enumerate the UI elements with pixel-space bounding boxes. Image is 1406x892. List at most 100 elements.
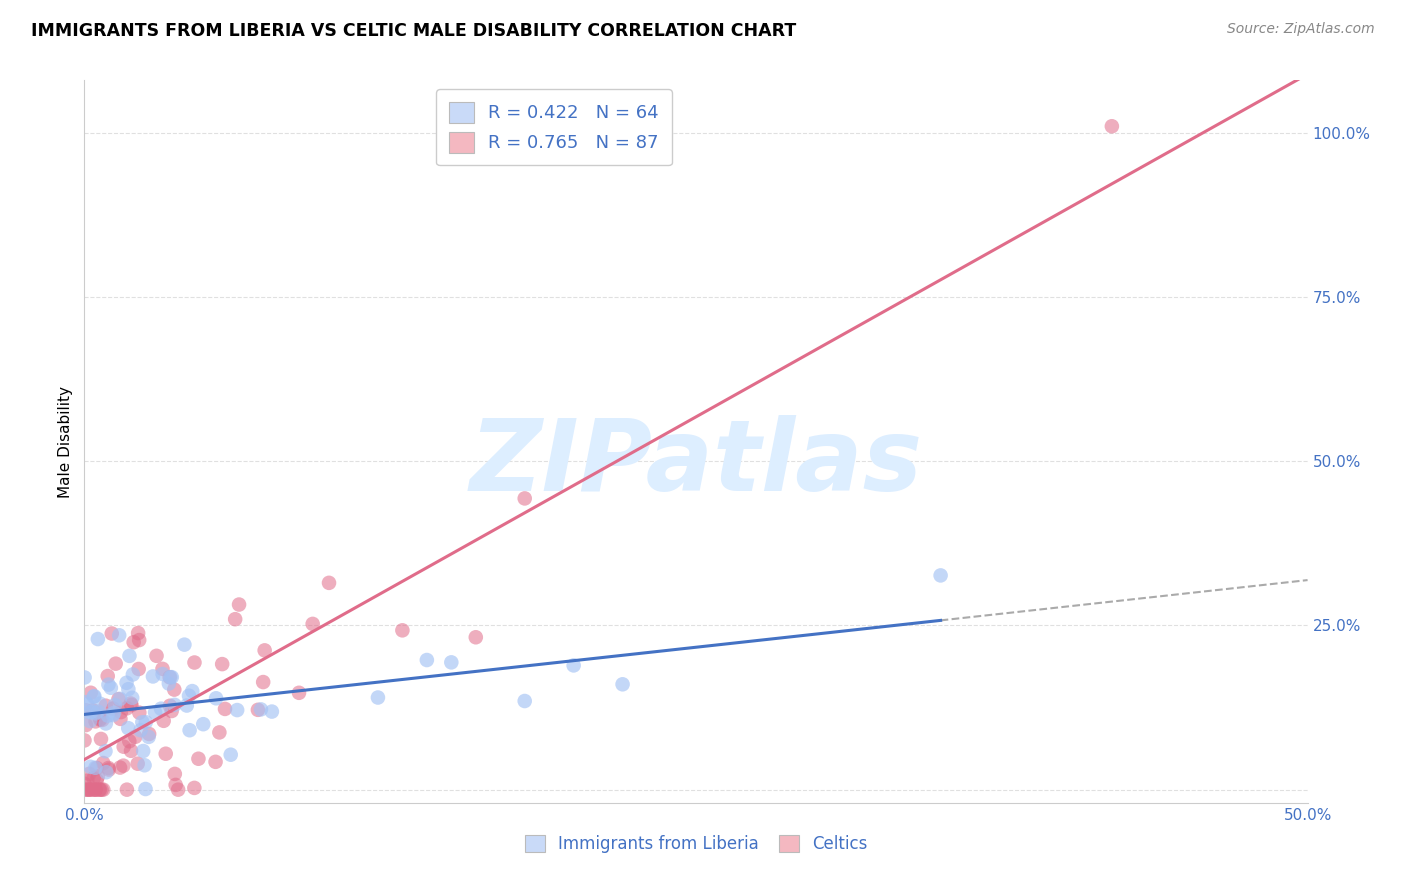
Point bbox=[91, 782, 114, 797]
Point bbox=[75, 718, 97, 732]
Point bbox=[87, 632, 110, 646]
Point bbox=[121, 698, 143, 712]
Point bbox=[83, 782, 105, 797]
Point bbox=[79, 782, 101, 797]
Point bbox=[104, 657, 127, 671]
Point bbox=[224, 612, 246, 626]
Point bbox=[929, 568, 952, 582]
Point bbox=[226, 703, 249, 717]
Point bbox=[84, 761, 107, 775]
Point bbox=[94, 716, 117, 731]
Point bbox=[301, 616, 323, 631]
Point bbox=[110, 712, 132, 726]
Point bbox=[228, 598, 250, 612]
Point bbox=[138, 730, 160, 744]
Point bbox=[513, 694, 536, 708]
Point bbox=[513, 491, 536, 506]
Point bbox=[84, 714, 107, 729]
Point bbox=[112, 739, 135, 754]
Point bbox=[86, 761, 108, 775]
Point bbox=[157, 676, 180, 690]
Point bbox=[112, 758, 135, 772]
Point bbox=[83, 689, 105, 703]
Point bbox=[84, 782, 107, 797]
Point bbox=[73, 670, 96, 684]
Point bbox=[73, 777, 96, 791]
Point bbox=[97, 708, 120, 723]
Text: ZIPatlas: ZIPatlas bbox=[470, 415, 922, 512]
Point bbox=[94, 744, 117, 758]
Point bbox=[253, 643, 276, 657]
Point bbox=[104, 698, 127, 712]
Point bbox=[152, 662, 174, 676]
Point bbox=[128, 706, 150, 720]
Point bbox=[129, 723, 152, 738]
Point bbox=[214, 702, 236, 716]
Point bbox=[128, 662, 150, 676]
Point bbox=[79, 714, 101, 728]
Point bbox=[100, 681, 122, 695]
Legend: Immigrants from Liberia, Celtics: Immigrants from Liberia, Celtics bbox=[517, 828, 875, 860]
Point bbox=[89, 697, 111, 711]
Point bbox=[97, 761, 120, 775]
Point bbox=[250, 702, 273, 716]
Point bbox=[181, 684, 204, 698]
Point bbox=[108, 761, 131, 775]
Point bbox=[260, 705, 283, 719]
Point bbox=[118, 648, 141, 663]
Point bbox=[90, 782, 112, 797]
Point bbox=[187, 752, 209, 766]
Point bbox=[183, 780, 205, 795]
Point bbox=[89, 782, 111, 797]
Point bbox=[208, 725, 231, 739]
Point bbox=[219, 747, 242, 762]
Point bbox=[246, 703, 269, 717]
Point bbox=[80, 686, 103, 700]
Point bbox=[163, 698, 186, 712]
Point bbox=[89, 782, 111, 797]
Point bbox=[464, 630, 486, 644]
Point bbox=[77, 782, 100, 797]
Point bbox=[211, 657, 233, 672]
Point bbox=[152, 667, 174, 681]
Point bbox=[160, 670, 183, 684]
Point bbox=[124, 730, 146, 744]
Point bbox=[110, 705, 132, 719]
Point bbox=[96, 765, 118, 780]
Point bbox=[83, 690, 105, 704]
Point bbox=[318, 575, 340, 590]
Point bbox=[1101, 120, 1123, 134]
Point bbox=[75, 782, 97, 797]
Point bbox=[108, 691, 131, 706]
Point bbox=[204, 755, 226, 769]
Point bbox=[143, 706, 166, 720]
Point bbox=[115, 675, 138, 690]
Point bbox=[135, 715, 157, 730]
Point bbox=[80, 705, 103, 719]
Point bbox=[163, 767, 186, 781]
Point bbox=[159, 698, 181, 713]
Point bbox=[80, 782, 103, 797]
Point bbox=[177, 689, 200, 703]
Point bbox=[84, 782, 107, 797]
Point bbox=[84, 706, 107, 721]
Point bbox=[120, 744, 142, 758]
Point bbox=[118, 734, 141, 748]
Point bbox=[73, 733, 96, 747]
Point bbox=[179, 723, 201, 738]
Point bbox=[128, 633, 150, 648]
Point bbox=[87, 705, 110, 719]
Point bbox=[94, 698, 117, 713]
Point bbox=[440, 656, 463, 670]
Point bbox=[159, 670, 181, 684]
Point bbox=[142, 669, 165, 683]
Point bbox=[76, 697, 98, 711]
Point bbox=[176, 698, 198, 713]
Point bbox=[120, 697, 142, 711]
Point bbox=[167, 782, 190, 797]
Point bbox=[252, 675, 274, 690]
Point bbox=[75, 695, 97, 709]
Y-axis label: Male Disability: Male Disability bbox=[58, 385, 73, 498]
Point bbox=[82, 703, 104, 717]
Point bbox=[121, 690, 143, 705]
